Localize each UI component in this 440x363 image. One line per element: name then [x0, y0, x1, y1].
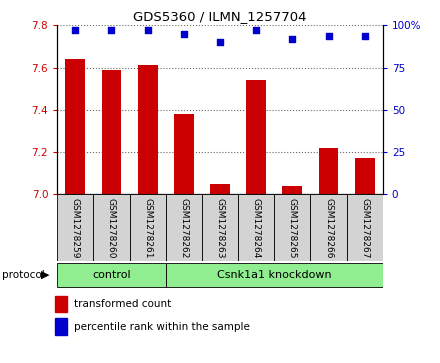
Bar: [246, 80, 266, 194]
Point: [144, 28, 151, 33]
Text: ▶: ▶: [41, 270, 49, 280]
Bar: [93, 194, 129, 261]
Bar: [282, 186, 302, 194]
Bar: [102, 70, 121, 194]
Bar: [238, 194, 274, 261]
Text: percentile rank within the sample: percentile rank within the sample: [74, 322, 250, 332]
Point: [180, 31, 187, 37]
Point: [216, 39, 224, 45]
Bar: [355, 158, 375, 194]
Bar: [174, 114, 194, 194]
Text: GSM1278267: GSM1278267: [360, 197, 369, 258]
Point: [289, 36, 296, 42]
Text: GSM1278263: GSM1278263: [216, 197, 224, 258]
Point: [325, 33, 332, 38]
Bar: [166, 263, 383, 287]
Bar: [210, 184, 230, 194]
Bar: [55, 318, 67, 335]
Point: [108, 28, 115, 33]
Text: control: control: [92, 270, 131, 280]
Text: transformed count: transformed count: [74, 299, 172, 309]
Text: GSM1278266: GSM1278266: [324, 197, 333, 258]
Bar: [55, 295, 67, 312]
Bar: [274, 194, 311, 261]
Bar: [347, 194, 383, 261]
Text: GSM1278261: GSM1278261: [143, 197, 152, 258]
Point: [361, 33, 368, 38]
Text: GSM1278259: GSM1278259: [71, 197, 80, 258]
Title: GDS5360 / ILMN_1257704: GDS5360 / ILMN_1257704: [133, 10, 307, 23]
Bar: [311, 194, 347, 261]
Text: GSM1278260: GSM1278260: [107, 197, 116, 258]
Bar: [138, 65, 158, 194]
Text: GSM1278265: GSM1278265: [288, 197, 297, 258]
Bar: [57, 194, 93, 261]
Text: Csnk1a1 knockdown: Csnk1a1 knockdown: [217, 270, 332, 280]
Text: GSM1278262: GSM1278262: [180, 197, 188, 258]
Point: [72, 28, 79, 33]
Point: [253, 28, 260, 33]
Bar: [202, 194, 238, 261]
Text: protocol: protocol: [2, 270, 45, 280]
Bar: [319, 148, 338, 194]
Bar: [57, 263, 166, 287]
Text: GSM1278264: GSM1278264: [252, 197, 260, 258]
Bar: [166, 194, 202, 261]
Bar: [66, 59, 85, 194]
Bar: [129, 194, 166, 261]
